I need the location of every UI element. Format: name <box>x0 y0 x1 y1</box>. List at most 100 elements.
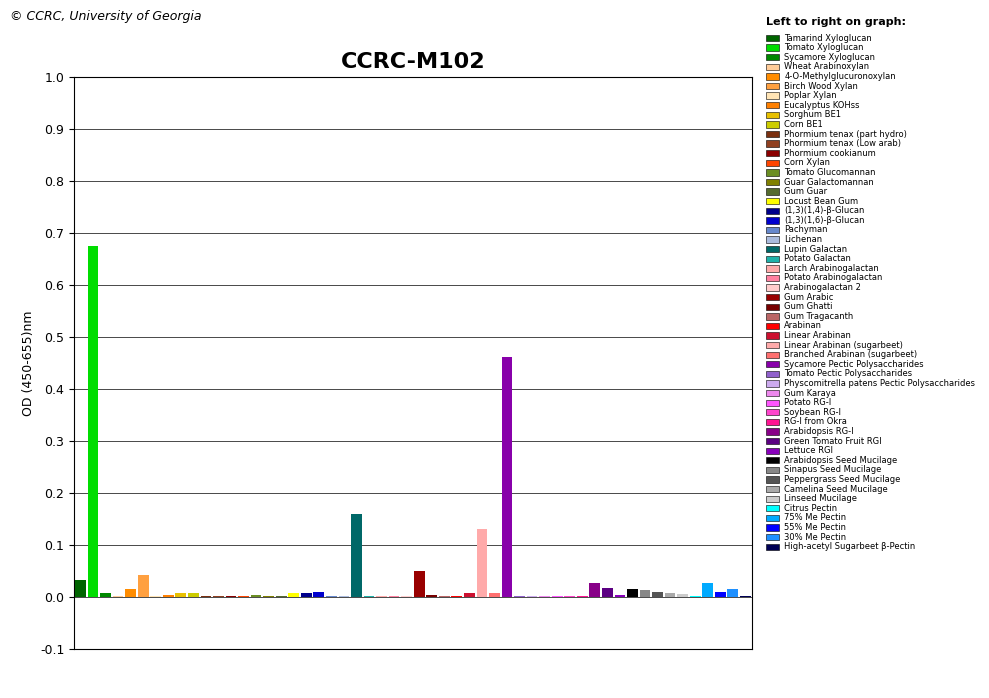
Bar <box>702 583 713 597</box>
Bar <box>464 593 475 597</box>
Text: Arabinan: Arabinan <box>784 322 822 330</box>
Text: Gum Karaya: Gum Karaya <box>784 389 836 398</box>
Bar <box>766 457 779 463</box>
Text: Arabinogalactan 2: Arabinogalactan 2 <box>784 283 861 292</box>
Text: Sorghum BE1: Sorghum BE1 <box>784 110 842 119</box>
Text: Tomato Glucomannan: Tomato Glucomannan <box>784 168 876 177</box>
Text: 30% Me Pectin: 30% Me Pectin <box>784 533 847 542</box>
Bar <box>690 596 700 597</box>
Bar <box>766 438 779 445</box>
Bar <box>100 593 111 597</box>
Bar <box>766 102 779 108</box>
Bar <box>766 304 779 310</box>
Bar <box>137 575 148 597</box>
Bar <box>276 596 287 597</box>
Bar <box>766 188 779 195</box>
Bar <box>766 92 779 98</box>
Bar <box>389 595 400 597</box>
Text: Wheat Arabinoxylan: Wheat Arabinoxylan <box>784 62 869 71</box>
Bar <box>766 227 779 233</box>
Text: 4-O-Methylglucuronoxylan: 4-O-Methylglucuronoxylan <box>784 72 896 81</box>
Bar <box>225 596 236 597</box>
Bar <box>251 595 261 597</box>
Text: Tamarind Xyloglucan: Tamarind Xyloglucan <box>784 34 872 43</box>
Bar <box>766 140 779 147</box>
Bar <box>552 596 563 597</box>
Bar <box>766 544 779 550</box>
Bar <box>766 179 779 185</box>
Bar <box>314 592 324 597</box>
Bar <box>602 588 613 597</box>
Text: Green Tomato Fruit RGI: Green Tomato Fruit RGI <box>784 437 882 445</box>
Bar <box>766 45 779 51</box>
Bar <box>452 596 462 597</box>
Bar <box>490 593 499 597</box>
Bar <box>413 571 424 597</box>
Bar <box>766 64 779 70</box>
Bar <box>113 595 124 597</box>
Bar <box>527 596 537 597</box>
Bar <box>577 596 587 597</box>
Bar <box>766 112 779 118</box>
Bar <box>766 409 779 415</box>
Bar <box>766 371 779 377</box>
Title: CCRC-M102: CCRC-M102 <box>340 52 486 73</box>
Bar <box>766 342 779 348</box>
Text: Sycamore Pectic Polysaccharides: Sycamore Pectic Polysaccharides <box>784 360 924 369</box>
Text: Tomato Xyloglucan: Tomato Xyloglucan <box>784 43 863 52</box>
Bar <box>263 595 274 597</box>
Bar <box>301 593 312 597</box>
Bar <box>665 593 675 597</box>
Bar <box>766 322 779 329</box>
Text: Locust Bean Gum: Locust Bean Gum <box>784 197 858 206</box>
Bar <box>238 595 249 597</box>
Text: Soybean RG-I: Soybean RG-I <box>784 408 842 417</box>
Bar <box>376 595 387 597</box>
Bar <box>163 595 174 597</box>
Bar <box>766 352 779 358</box>
Text: © CCRC, University of Georgia: © CCRC, University of Georgia <box>10 10 202 24</box>
Y-axis label: OD (450-655)nm: OD (450-655)nm <box>22 310 35 416</box>
Text: Branched Arabinan (sugarbeet): Branched Arabinan (sugarbeet) <box>784 350 918 359</box>
Bar <box>364 596 374 597</box>
Bar <box>766 169 779 175</box>
Text: Peppergrass Seed Mucilage: Peppergrass Seed Mucilage <box>784 475 901 484</box>
Text: Lichenan: Lichenan <box>784 235 823 244</box>
Bar <box>640 591 651 597</box>
Text: 55% Me Pectin: 55% Me Pectin <box>784 523 847 532</box>
Text: Citrus Pectin: Citrus Pectin <box>784 504 838 513</box>
Text: Physcomitrella patens Pectic Polysaccharides: Physcomitrella patens Pectic Polysacchar… <box>784 379 975 388</box>
Text: Arabidopsis Seed Mucilage: Arabidopsis Seed Mucilage <box>784 456 898 465</box>
Text: Eucalyptus KOHss: Eucalyptus KOHss <box>784 101 859 110</box>
Text: Lettuce RGI: Lettuce RGI <box>784 446 834 455</box>
Bar <box>289 593 299 597</box>
Text: Potato Galactan: Potato Galactan <box>784 254 852 263</box>
Text: Camelina Seed Mucilage: Camelina Seed Mucilage <box>784 484 888 493</box>
Bar <box>766 486 779 492</box>
Bar <box>338 596 349 597</box>
Bar <box>766 294 779 300</box>
Text: Tomato Pectic Polysaccharides: Tomato Pectic Polysaccharides <box>784 369 913 378</box>
Bar <box>766 447 779 454</box>
Bar <box>715 592 726 597</box>
Bar <box>766 131 779 137</box>
Text: (1,3)(1,6)-β-Glucan: (1,3)(1,6)-β-Glucan <box>784 216 864 225</box>
Text: Gum Arabic: Gum Arabic <box>784 292 834 302</box>
Bar <box>766 285 779 290</box>
Bar <box>766 160 779 166</box>
Text: Birch Wood Xylan: Birch Wood Xylan <box>784 82 858 91</box>
Bar <box>766 332 779 339</box>
Bar <box>426 595 437 597</box>
Text: Guar Galactomannan: Guar Galactomannan <box>784 177 874 186</box>
Text: (1,3)(1,4)-β-Glucan: (1,3)(1,4)-β-Glucan <box>784 207 864 215</box>
Bar <box>766 534 779 540</box>
Text: Sycamore Xyloglucan: Sycamore Xyloglucan <box>784 53 875 61</box>
Text: Phormium tenax (part hydro): Phormium tenax (part hydro) <box>784 130 907 138</box>
Bar <box>652 592 663 597</box>
Bar <box>740 595 751 597</box>
Bar <box>766 419 779 425</box>
Bar <box>589 583 600 597</box>
Bar <box>766 399 779 406</box>
Bar <box>766 515 779 521</box>
Text: Gum Guar: Gum Guar <box>784 187 828 196</box>
